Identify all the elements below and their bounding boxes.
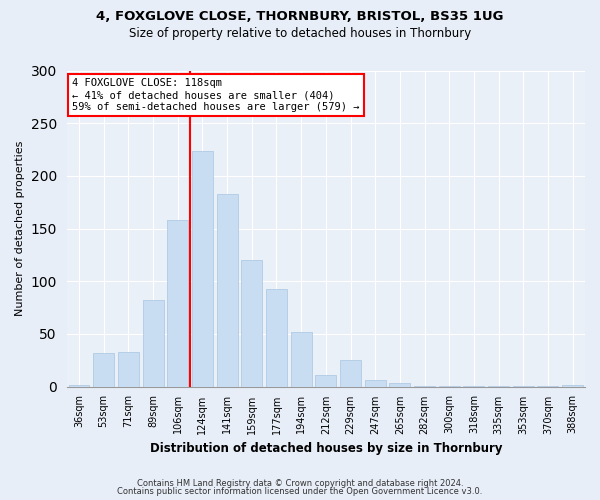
Text: Size of property relative to detached houses in Thornbury: Size of property relative to detached ho… [129,28,471,40]
Bar [266,288,287,386]
Text: Contains public sector information licensed under the Open Government Licence v3: Contains public sector information licen… [118,487,482,496]
Bar [93,353,114,386]
Text: 4, FOXGLOVE CLOSE, THORNBURY, BRISTOL, BS35 1UG: 4, FOXGLOVE CLOSE, THORNBURY, BRISTOL, B… [96,10,504,23]
Y-axis label: Number of detached properties: Number of detached properties [15,141,25,316]
Bar [340,360,361,386]
Text: 4 FOXGLOVE CLOSE: 118sqm
← 41% of detached houses are smaller (404)
59% of semi-: 4 FOXGLOVE CLOSE: 118sqm ← 41% of detach… [72,78,359,112]
Bar [143,300,164,386]
Bar [389,384,410,386]
Bar [68,384,89,386]
Bar [316,375,337,386]
Bar [290,332,311,386]
Bar [118,352,139,386]
Bar [192,150,213,386]
Bar [241,260,262,386]
Bar [217,194,238,386]
X-axis label: Distribution of detached houses by size in Thornbury: Distribution of detached houses by size … [149,442,502,455]
Bar [562,384,583,386]
Text: Contains HM Land Registry data © Crown copyright and database right 2024.: Contains HM Land Registry data © Crown c… [137,478,463,488]
Bar [365,380,386,386]
Bar [167,220,188,386]
